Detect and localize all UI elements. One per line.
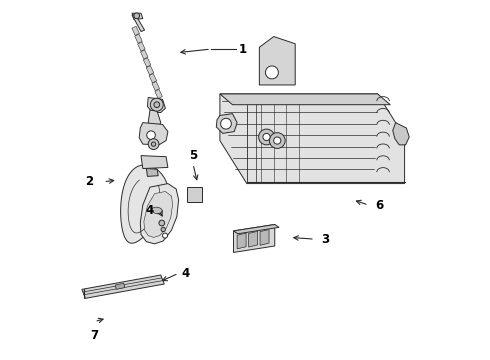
- Text: 3: 3: [321, 233, 330, 246]
- Polygon shape: [132, 26, 139, 35]
- Polygon shape: [147, 98, 166, 113]
- Circle shape: [134, 13, 140, 19]
- Polygon shape: [121, 165, 169, 243]
- Text: 1: 1: [239, 42, 247, 55]
- Text: 2: 2: [85, 175, 93, 188]
- Polygon shape: [260, 229, 269, 245]
- Polygon shape: [138, 42, 145, 51]
- Polygon shape: [82, 275, 164, 298]
- Circle shape: [270, 133, 285, 148]
- Circle shape: [259, 129, 274, 145]
- Polygon shape: [132, 15, 145, 32]
- Polygon shape: [140, 184, 179, 244]
- Polygon shape: [115, 283, 125, 289]
- Circle shape: [263, 134, 270, 140]
- Polygon shape: [155, 89, 162, 99]
- Circle shape: [148, 139, 159, 149]
- Circle shape: [266, 66, 278, 79]
- Text: 6: 6: [375, 199, 384, 212]
- FancyBboxPatch shape: [187, 187, 202, 202]
- Polygon shape: [147, 168, 158, 176]
- Circle shape: [154, 102, 160, 108]
- Polygon shape: [141, 156, 168, 168]
- Polygon shape: [220, 94, 405, 184]
- Ellipse shape: [152, 207, 163, 214]
- Text: 4: 4: [146, 204, 154, 217]
- Polygon shape: [135, 34, 142, 43]
- Polygon shape: [259, 37, 295, 85]
- Polygon shape: [143, 58, 151, 67]
- Circle shape: [147, 131, 155, 139]
- Text: 5: 5: [189, 149, 197, 162]
- Circle shape: [163, 233, 168, 238]
- Polygon shape: [237, 233, 246, 249]
- Circle shape: [150, 98, 163, 111]
- Polygon shape: [393, 123, 409, 145]
- Polygon shape: [234, 225, 275, 252]
- Circle shape: [274, 137, 281, 144]
- Circle shape: [151, 142, 156, 146]
- Circle shape: [161, 227, 166, 231]
- Polygon shape: [146, 66, 154, 75]
- Polygon shape: [149, 73, 157, 83]
- Polygon shape: [152, 81, 159, 91]
- Text: 4: 4: [182, 267, 190, 280]
- Circle shape: [159, 220, 165, 226]
- Text: 7: 7: [90, 329, 98, 342]
- Polygon shape: [139, 123, 168, 145]
- Polygon shape: [248, 231, 258, 247]
- Polygon shape: [144, 192, 172, 237]
- Polygon shape: [234, 225, 279, 234]
- Polygon shape: [220, 94, 390, 105]
- Polygon shape: [132, 13, 143, 19]
- Circle shape: [220, 118, 231, 129]
- Polygon shape: [141, 50, 148, 59]
- Polygon shape: [148, 110, 161, 128]
- Polygon shape: [216, 114, 237, 134]
